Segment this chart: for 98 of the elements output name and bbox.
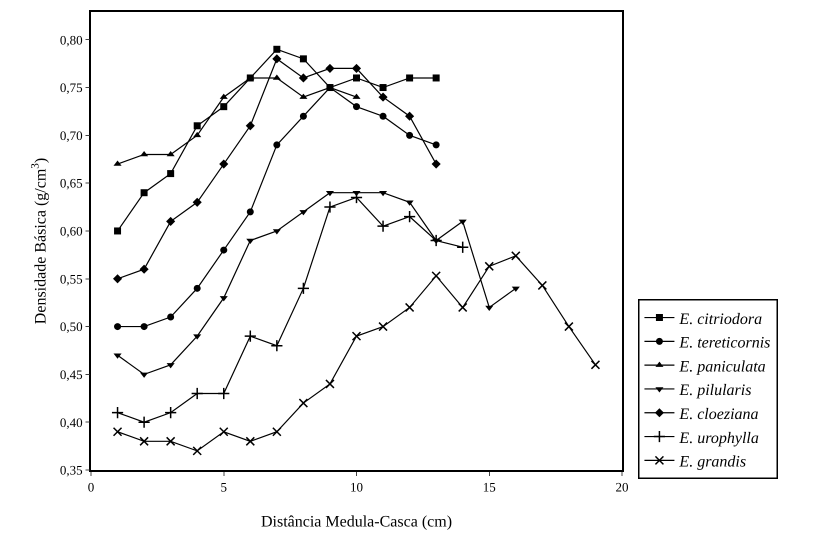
point <box>406 74 414 82</box>
point <box>114 227 122 234</box>
point <box>326 190 334 196</box>
point <box>379 190 388 196</box>
legend-label: E. pilularis <box>678 382 752 400</box>
legend-label: E. citriodora <box>678 310 762 328</box>
point <box>353 103 360 110</box>
y-tick-label: 0,70 <box>60 128 83 143</box>
point <box>138 416 150 429</box>
point <box>272 427 282 436</box>
point <box>167 314 174 321</box>
point <box>376 220 390 233</box>
point <box>456 240 470 254</box>
point <box>246 436 256 446</box>
point <box>193 334 202 340</box>
legend-label: E. tereticornis <box>678 334 770 352</box>
point <box>432 159 441 169</box>
point <box>167 170 174 178</box>
point <box>194 284 201 292</box>
y-tick-label: 0,65 <box>60 176 83 191</box>
x-tick-label: 20 <box>616 479 628 494</box>
point <box>140 264 149 274</box>
point <box>140 189 148 196</box>
x-tick-label: 10 <box>350 479 363 494</box>
point <box>564 322 574 332</box>
legend-label: E. paniculata <box>678 358 766 376</box>
y-tick-label: 0,55 <box>60 271 83 286</box>
point <box>352 331 362 341</box>
legend-label: E. urophylla <box>678 430 759 447</box>
point <box>246 121 255 130</box>
legend-label: E. cloeziana <box>678 406 759 423</box>
point <box>273 46 280 53</box>
y-tick-label: 0,40 <box>60 414 83 430</box>
point <box>538 280 548 290</box>
y-tick-label: 0,75 <box>60 80 83 96</box>
point <box>244 330 257 342</box>
point <box>194 122 201 130</box>
point <box>192 198 202 207</box>
point <box>380 84 387 92</box>
point <box>458 302 468 312</box>
point <box>325 379 335 389</box>
point <box>246 238 254 244</box>
y-tick-label: 0,50 <box>60 319 83 334</box>
point <box>139 436 149 446</box>
point <box>404 302 414 312</box>
point <box>300 112 307 120</box>
point <box>166 150 175 156</box>
point <box>220 103 228 110</box>
point <box>112 427 122 436</box>
point <box>484 262 494 272</box>
point <box>192 446 202 456</box>
point <box>432 141 440 148</box>
y-tick-label: 0,35 <box>60 462 83 478</box>
x-tick-label: 15 <box>482 479 496 494</box>
y-tick-label: 0,80 <box>60 32 83 48</box>
point <box>590 360 600 370</box>
point <box>113 274 122 284</box>
point <box>406 132 414 139</box>
point <box>324 200 336 214</box>
point <box>297 282 310 295</box>
point <box>432 74 440 82</box>
point <box>403 210 416 223</box>
y-tick-label: 0,45 <box>60 366 83 382</box>
point <box>298 73 308 83</box>
point <box>140 323 148 330</box>
point <box>511 251 521 261</box>
x-tick-label: 5 <box>220 479 227 494</box>
point <box>217 387 230 400</box>
x-tick-label: 0 <box>88 479 94 494</box>
point <box>219 427 228 436</box>
point <box>353 74 360 82</box>
point <box>378 92 388 102</box>
point <box>193 132 202 138</box>
point <box>300 55 307 62</box>
point <box>164 406 177 419</box>
point <box>140 150 148 156</box>
point <box>273 141 280 148</box>
point <box>114 323 122 330</box>
point <box>219 159 228 169</box>
point <box>166 216 176 226</box>
point <box>270 339 284 352</box>
point <box>352 64 362 73</box>
legend-label: E. grandis <box>678 454 746 471</box>
point <box>378 322 388 332</box>
point <box>405 112 414 121</box>
point <box>111 406 124 419</box>
point <box>325 64 334 73</box>
y-tick-label: 0,60 <box>60 224 83 239</box>
point <box>298 398 308 408</box>
x-axis-title: Distância Medula-Casca (cm) <box>260 514 452 531</box>
point <box>246 208 254 216</box>
point <box>272 54 282 64</box>
point <box>220 246 228 254</box>
point <box>380 112 387 120</box>
point <box>272 74 281 80</box>
point <box>190 387 204 400</box>
point <box>166 436 176 446</box>
point <box>431 271 441 281</box>
